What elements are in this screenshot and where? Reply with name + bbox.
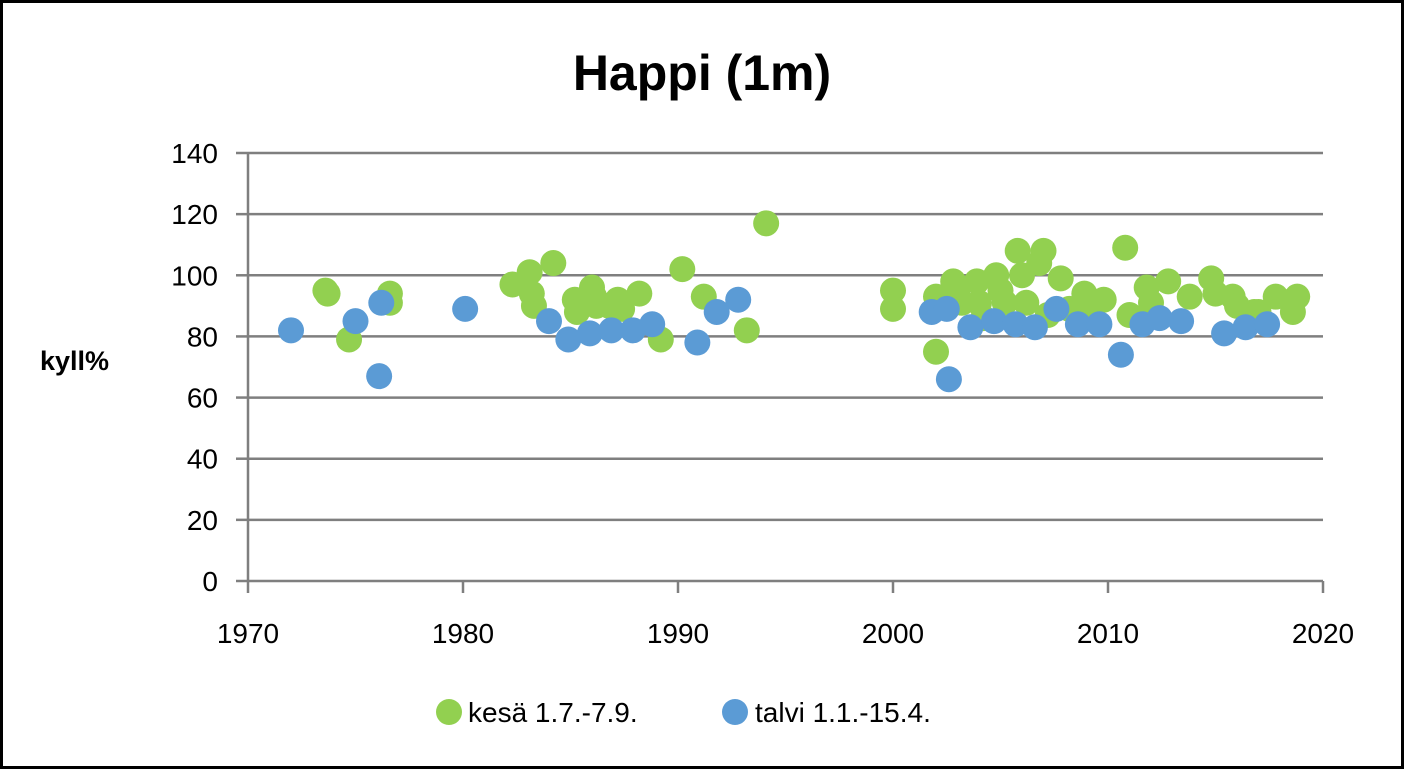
data-point [880,277,906,304]
data-point [1168,308,1195,335]
data-point [1155,268,1182,295]
y-axis-label: kyll% [40,346,109,376]
data-point [703,298,730,325]
legend-label: kesä 1.7.-7.9. [468,697,638,728]
y-tick-20: 20 [187,505,218,536]
data-point [957,314,984,341]
data-point [1262,283,1289,310]
gridlines [248,151,1323,522]
data-point [1047,265,1074,292]
data-point [1146,305,1173,332]
data-point [933,295,960,322]
data-point [452,295,479,322]
series-talvi [278,286,1281,393]
data-point [639,311,666,338]
y-tick-100: 100 [171,260,218,291]
data-point [733,317,760,344]
data-point [576,320,603,347]
x-tick-2020: 2020 [1292,618,1354,649]
data-point [1086,311,1113,338]
data-point [1232,314,1259,341]
data-point [314,280,341,307]
data-point [516,259,543,286]
data-point [540,250,567,277]
data-point [1043,295,1070,322]
data-point [1002,311,1029,338]
x-tick-1990: 1990 [647,618,709,649]
legend-marker [436,699,462,725]
data-point [1064,311,1091,338]
data-point [923,338,949,365]
data-point [669,256,696,283]
data-point [366,363,393,390]
data-point [935,366,962,393]
data-point [598,317,625,344]
data-point [1211,320,1238,347]
data-point [1090,286,1117,313]
y-tick-40: 40 [187,444,218,475]
series-kesa [312,210,1311,365]
x-tick-1970: 1970 [217,618,279,649]
data-point [555,326,582,353]
data-point [1107,341,1134,368]
data-point [880,295,906,322]
data-point [1030,237,1057,264]
data-point [342,308,369,335]
y-tick-140: 140 [171,138,218,169]
data-point [753,210,780,237]
data-point [278,317,304,344]
data-point [626,280,653,307]
data-point [1254,311,1281,338]
y-tick-0: 0 [202,566,218,597]
data-point [368,289,395,316]
data-point [1176,283,1203,310]
data-point [609,295,636,322]
x-tick-1980: 1980 [432,618,494,649]
data-point [536,308,562,335]
legend-label: talvi 1.1.-15.4. [755,697,931,728]
x-tick-2010: 2010 [1077,618,1139,649]
legend: kesä 1.7.-7.9. talvi 1.1.-15.4. [436,697,931,728]
data-point [1284,283,1311,310]
y-tick-120: 120 [171,199,218,230]
data-points [278,210,1311,393]
chart-title: Happi (1m) [573,45,831,101]
axes [236,151,1325,593]
data-point [684,329,711,356]
legend-item-talvi: talvi 1.1.-15.4. [722,697,931,728]
data-point [725,286,752,313]
y-tick-labels: 0 20 40 60 80 100 120 140 [171,138,218,597]
x-tick-labels: 1970 1980 1990 2000 2010 2020 [217,618,1354,649]
data-point [1112,234,1139,261]
y-tick-60: 60 [187,383,218,414]
y-tick-80: 80 [187,321,218,352]
legend-marker [722,699,748,725]
data-point [1004,237,1031,264]
data-point [1021,314,1048,341]
x-tick-2000: 2000 [862,618,924,649]
data-point [1013,289,1040,316]
legend-item-kesa: kesä 1.7.-7.9. [436,697,638,728]
data-point [981,308,1008,335]
